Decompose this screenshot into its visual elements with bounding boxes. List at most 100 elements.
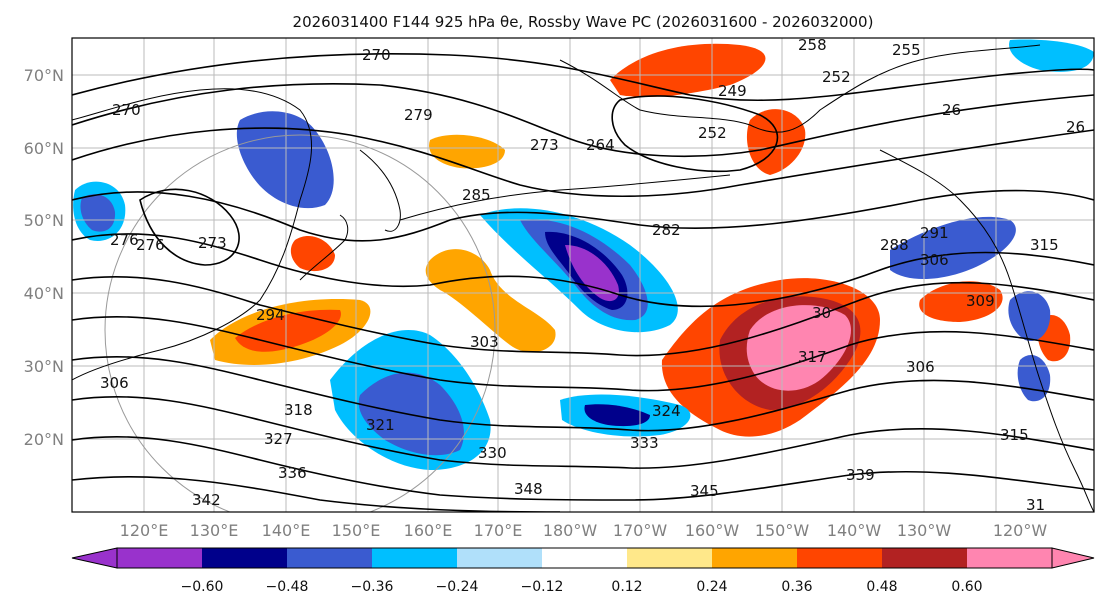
contour-label: 285 xyxy=(462,186,491,204)
colorbar-tick-label: 0.36 xyxy=(781,579,812,595)
contour-label: 306 xyxy=(920,251,949,269)
lon-tick-label: 150°E xyxy=(332,521,381,540)
lon-tick-label: 140°E xyxy=(262,521,311,540)
reference-circle xyxy=(104,134,496,512)
contour-label: 309 xyxy=(966,292,995,310)
lat-tick-label: 70°N xyxy=(24,66,64,85)
lon-tick-label: 120°E xyxy=(120,521,169,540)
negative-anomaly-rockies xyxy=(1008,291,1051,341)
contour-label: 306 xyxy=(906,358,935,376)
lon-tick-label: 160°E xyxy=(404,521,453,540)
negative-anomaly-subtropical-core xyxy=(358,372,464,456)
contour-label: 252 xyxy=(698,124,727,142)
contour-label: 315 xyxy=(1030,236,1059,254)
negative-anomaly-central-north-peak xyxy=(565,245,619,302)
contour-label: 258 xyxy=(798,36,827,54)
contour-label: 324 xyxy=(652,402,681,420)
colorbar-segment xyxy=(967,548,1052,568)
negative-anomaly-dateline-south-core xyxy=(584,404,650,427)
contour-label: 249 xyxy=(718,82,747,100)
colorbar-segment xyxy=(627,548,712,568)
colorbar-tick-label: 0.12 xyxy=(611,579,642,595)
contour-label: 291 xyxy=(920,224,949,242)
coastline-north-america xyxy=(879,149,1094,512)
contour-label: 294 xyxy=(256,306,285,324)
contour-label: 303 xyxy=(470,333,499,351)
positive-anomaly-japan-core xyxy=(235,309,341,352)
colorbar-extend-low xyxy=(71,547,118,569)
contour-label: 321 xyxy=(366,416,395,434)
colorbar-tick-label: −0.60 xyxy=(181,579,224,595)
negative-anomaly-west-siberia-core xyxy=(80,194,116,232)
lon-tick-label: 170°E xyxy=(474,521,523,540)
lat-tick-label: 30°N xyxy=(24,357,64,376)
positive-anomaly-nw-america xyxy=(919,281,1003,322)
colorbar-segment xyxy=(712,548,797,568)
contour-label: 315 xyxy=(1000,426,1029,444)
colorbar-segment xyxy=(882,548,967,568)
colorbar-outline xyxy=(116,547,1053,569)
theta-e-contours xyxy=(72,52,1094,512)
contour-label: 342 xyxy=(192,491,221,509)
colorbar-tick-label: 0.48 xyxy=(866,579,897,595)
contour-label: 330 xyxy=(478,444,507,462)
colorbar-ticks: −0.60 −0.48 −0.36 −0.24 −0.12 0.12 0.24 … xyxy=(181,579,983,595)
contour-label: 279 xyxy=(404,106,433,124)
contour-label: 31 xyxy=(1026,496,1045,514)
contour-label: 270 xyxy=(362,46,391,64)
lon-tick-label: 160°W xyxy=(685,521,740,540)
coastline-aleutians xyxy=(399,174,731,221)
lat-tick-label: 50°N xyxy=(24,211,64,230)
positive-anomaly-manchuria xyxy=(290,235,335,272)
contour-label: 276 xyxy=(110,231,139,249)
lon-tick-label: 120°W xyxy=(993,521,1048,540)
colorbar-extend-high xyxy=(1051,547,1095,569)
contour-label: 273 xyxy=(530,136,559,154)
graticule xyxy=(72,38,1094,512)
lat-tick-label: 40°N xyxy=(24,284,64,303)
lon-tick-label: 180°W xyxy=(543,521,598,540)
contour-label: 30 xyxy=(812,304,831,322)
contour-label: 282 xyxy=(652,221,681,239)
contour-label: 336 xyxy=(278,464,307,482)
colorbar-tick-label: −0.36 xyxy=(351,579,394,595)
lon-tick-label: 140°W xyxy=(827,521,882,540)
negative-anomaly-arctic-east xyxy=(1009,39,1094,72)
coastline-alaska xyxy=(559,44,1041,133)
lon-tick-label: 150°W xyxy=(755,521,810,540)
contour-label: 252 xyxy=(822,68,851,86)
negative-anomaly-gulf-alaska xyxy=(890,216,1016,280)
negative-anomaly-sw-us xyxy=(1017,355,1051,402)
colorbar-tick-label: −0.48 xyxy=(266,579,309,595)
colorbar: −0.60 −0.48 −0.36 −0.24 −0.12 0.12 0.24 … xyxy=(71,547,1095,595)
colorbar-segment xyxy=(457,548,542,568)
contour-label: 255 xyxy=(892,41,921,59)
lon-tick-label: 130°E xyxy=(190,521,239,540)
contour-label: 348 xyxy=(514,480,543,498)
colorbar-tick-label: −0.12 xyxy=(521,579,564,595)
contour-label: 327 xyxy=(264,430,293,448)
positive-anomaly-arctic xyxy=(610,43,766,97)
latitude-labels: 70°N 60°N 50°N 40°N 30°N 20°N xyxy=(24,66,64,449)
lon-tick-label: 170°W xyxy=(613,521,668,540)
colorbar-segment xyxy=(117,548,202,568)
positive-anomaly-central xyxy=(425,249,556,353)
contour-label: 264 xyxy=(586,136,615,154)
contour-label: 276 xyxy=(136,236,165,254)
contour-label: 273 xyxy=(198,234,227,252)
colorbar-segment xyxy=(542,548,627,568)
coastline-asia xyxy=(72,88,312,381)
contour-label: 339 xyxy=(846,466,875,484)
longitude-labels: 120°E 130°E 140°E 150°E 160°E 170°E 180°… xyxy=(120,521,1048,540)
contour-labels: 270 276 279 273 285 264 258 255 252 249 … xyxy=(100,36,1085,514)
contour-label: 26 xyxy=(942,101,961,119)
colorbar-tick-label: −0.24 xyxy=(436,579,479,595)
colorbar-tick-label: 0.24 xyxy=(696,579,727,595)
colorbar-segment xyxy=(372,548,457,568)
contour-label: 26 xyxy=(1066,118,1085,136)
positive-anomaly-east-pacific-peak xyxy=(746,305,851,391)
contour-label: 318 xyxy=(284,401,313,419)
contour-label: 288 xyxy=(880,236,909,254)
contour-label: 306 xyxy=(100,374,129,392)
lon-tick-label: 130°W xyxy=(897,521,952,540)
